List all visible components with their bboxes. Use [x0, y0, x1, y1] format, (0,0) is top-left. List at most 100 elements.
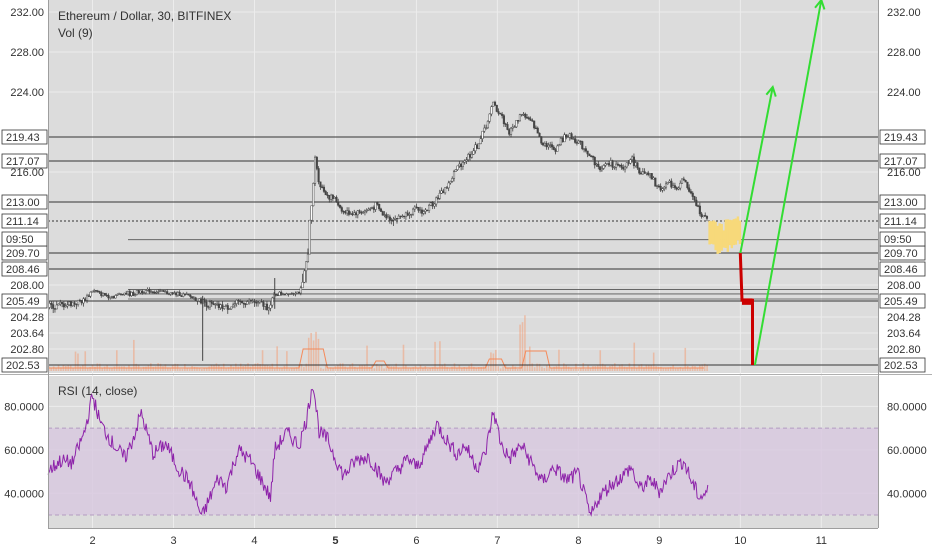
level-label-right: 211.14 [884, 216, 917, 228]
volume-bar [120, 366, 123, 371]
volume-bar [378, 365, 380, 371]
volume-bar [94, 366, 96, 371]
volume-bar [116, 350, 118, 371]
candle-body [540, 136, 543, 144]
candle-body [203, 299, 206, 303]
drop-path [738, 252, 754, 365]
candle-body [677, 187, 680, 190]
volume-bar [242, 366, 244, 371]
arrow-shaft [739, 86, 774, 254]
volume-bar [247, 363, 249, 371]
volume-bar [344, 366, 346, 371]
volume-bar [237, 366, 240, 371]
volume-bar [436, 367, 439, 371]
candle-body [499, 113, 502, 115]
candle-body [424, 209, 427, 212]
volume-bar [130, 367, 133, 371]
candle-body [704, 215, 707, 217]
candle-body [248, 300, 251, 302]
level-label-left-box [1, 194, 48, 210]
time-tick-label: 10 [734, 535, 746, 547]
candle-body [262, 301, 265, 307]
volume-bar [477, 367, 480, 371]
candle-body [319, 181, 322, 188]
candle-body [53, 308, 57, 310]
candle-body [239, 300, 242, 302]
candle-body [207, 306, 210, 308]
volume-bar [390, 366, 393, 371]
time-axis[interactable]: 2 3 4 5 6 7 8 9 10 11 [89, 535, 827, 547]
candle-body [354, 212, 358, 216]
candle-body [623, 166, 627, 170]
candle-body [485, 127, 488, 129]
price-tick-label-right: 228.00 [887, 47, 921, 59]
arrow-head [765, 84, 777, 97]
candle-body [80, 300, 83, 304]
candle-body [524, 113, 527, 118]
volume-bar [271, 363, 274, 371]
candle-body [536, 127, 539, 134]
volume-bar [201, 368, 203, 371]
candle-body [492, 101, 495, 107]
price-tick-label-right: 208.00 [887, 280, 921, 292]
volume-bar [256, 363, 259, 371]
candle-body [192, 297, 195, 299]
candle-body [353, 212, 356, 216]
candle-body [50, 303, 53, 305]
candle-body [267, 307, 270, 311]
volume-bar [193, 366, 196, 371]
candle-body [659, 185, 662, 191]
candle-body [444, 187, 447, 194]
volume-bar [111, 368, 113, 371]
candle-body [280, 291, 283, 295]
candle-body [698, 205, 701, 215]
candle-body [191, 296, 194, 299]
level-label-right-box [879, 357, 926, 373]
volume-bar [652, 352, 655, 371]
volume-bar [220, 366, 223, 371]
candle-body [317, 168, 320, 183]
volume-bar [456, 368, 458, 371]
candle-body [527, 117, 530, 120]
arrow-shaft [753, 0, 823, 366]
candle-body [436, 197, 440, 199]
candle-body [461, 161, 464, 167]
rsi-axis[interactable]: 80.0000 80.0000 60.0000 60.0000 40.0000 40.00… [4, 401, 927, 500]
level-label-right-box [879, 213, 926, 229]
volume-bar [150, 363, 152, 371]
price-axis[interactable]: 232.00 232.00 228.00 228.00 224.00 224.00 216.… [1, 7, 926, 373]
candle-body [48, 303, 51, 308]
volume-bar [235, 363, 237, 371]
candle-body [513, 126, 516, 128]
candle-body [66, 304, 69, 307]
candle-body [581, 141, 584, 150]
candle-body [508, 129, 511, 135]
candle-body [456, 165, 459, 170]
candle-body [232, 304, 235, 308]
candle-body [294, 293, 297, 295]
volume-bar [601, 363, 604, 371]
candle-body [196, 300, 199, 302]
volume-bar [169, 368, 172, 371]
price-tick-label-left: 202.80 [10, 344, 44, 356]
candle-body [344, 211, 347, 214]
price-tick-label-left: 232.00 [10, 7, 44, 19]
candle-body [89, 291, 92, 297]
candle-body [597, 163, 600, 168]
candle-body [645, 172, 648, 174]
candle-body [420, 209, 423, 214]
candle-body [212, 303, 215, 305]
candle-body [175, 292, 178, 296]
candle-body [531, 120, 534, 122]
level-label-left: 202.53 [6, 360, 40, 372]
volume-bar [453, 363, 456, 371]
level-label-right: 202.53 [884, 360, 918, 372]
volume-bar [332, 367, 334, 371]
candle-body [574, 138, 577, 143]
candle-body [281, 293, 285, 296]
price-tick-label-left: 208.00 [10, 280, 44, 292]
volume-bar [402, 344, 405, 371]
volume-bar [167, 367, 169, 371]
candle-body [98, 291, 101, 293]
